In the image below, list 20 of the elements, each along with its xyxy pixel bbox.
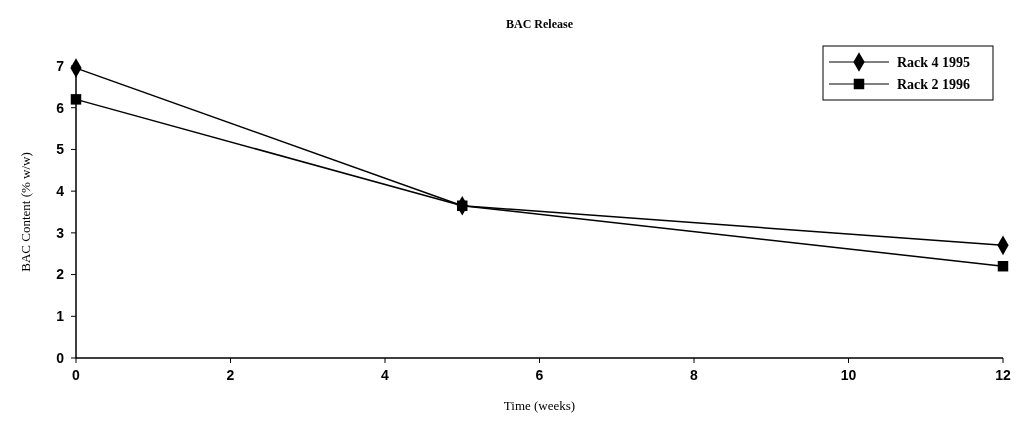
legend-label: Rack 4 1995 xyxy=(897,54,971,70)
chart-title: BAC Release xyxy=(506,17,574,31)
x-axis-title: Time (weeks) xyxy=(503,398,576,413)
x-tick-label: 0 xyxy=(72,367,81,383)
x-tick-label: 8 xyxy=(690,367,699,383)
x-tick-label: 6 xyxy=(535,367,544,383)
y-tick-label: 0 xyxy=(56,349,65,366)
y-axis-title: BAC Content (% w/w) xyxy=(18,152,33,272)
x-tick-label: 4 xyxy=(381,367,390,383)
legend-label: Rack 2 1996 xyxy=(897,76,971,92)
x-tick-label: 12 xyxy=(995,367,1011,383)
x-tick-label: 10 xyxy=(840,367,857,383)
y-tick-label: 7 xyxy=(56,57,65,74)
y-tick-label: 1 xyxy=(56,308,65,325)
x-tick-label: 2 xyxy=(226,367,235,383)
y-tick-label: 4 xyxy=(56,183,65,200)
y-tick-label: 5 xyxy=(56,141,65,158)
y-tick-label: 2 xyxy=(56,266,65,283)
y-tick-label: 3 xyxy=(56,224,65,241)
y-tick-label: 6 xyxy=(56,99,65,116)
